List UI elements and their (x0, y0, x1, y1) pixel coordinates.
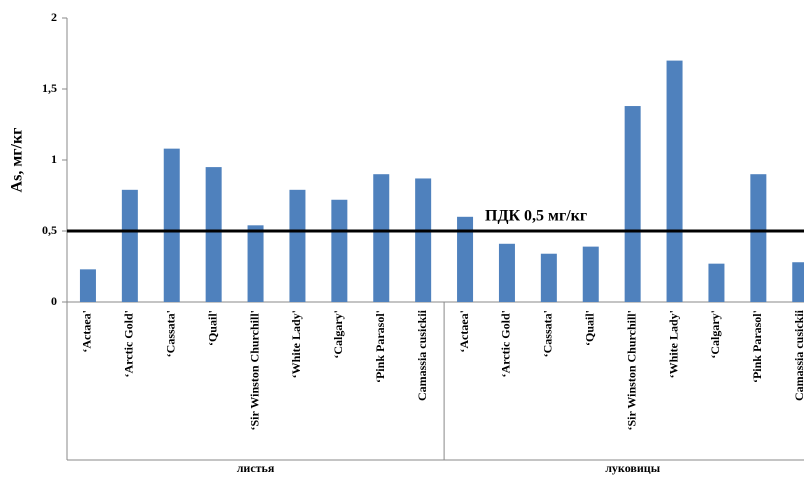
x-tick-label: ‘Sir Winston Churchill' (247, 310, 261, 431)
x-tick-label: ‘Quail' (583, 310, 597, 346)
x-tick-label: ‘Quail' (205, 310, 219, 346)
x-tick-label: ‘Sir Winston Churchill' (624, 310, 638, 431)
bar (540, 253, 557, 302)
y-tick-label: 0 (51, 294, 57, 308)
bar (708, 263, 725, 302)
bar (624, 106, 641, 302)
y-tick-label: 1,5 (42, 81, 57, 95)
y-axis-label: As, мг/кг (9, 128, 26, 193)
reference-label: ПДК 0,5 мг/кг (485, 208, 587, 225)
bar (415, 178, 432, 302)
bar (792, 262, 804, 302)
bar (373, 174, 390, 302)
x-tick-label: ‘Actaea' (457, 310, 471, 353)
x-tick-label: ‘Arctic Gold' (499, 310, 513, 377)
x-tick-label: ‘Cassata' (541, 310, 555, 357)
y-tick-label: 2 (51, 10, 57, 24)
bar (457, 216, 474, 302)
bar (666, 60, 683, 302)
group-label: листья (237, 461, 275, 475)
x-tick-label: ‘White Lady' (666, 310, 680, 378)
y-tick-label: 0,5 (42, 223, 57, 237)
bar (582, 246, 599, 302)
bar (289, 189, 306, 302)
bar (498, 243, 515, 302)
bar (79, 269, 96, 302)
group-label: луковицы (605, 461, 660, 475)
x-tick-label: ‘Pink Parasol' (373, 310, 387, 383)
y-tick-label: 1 (51, 152, 57, 166)
bar (205, 167, 222, 302)
x-tick-label: ‘Pink Parasol' (750, 310, 764, 383)
x-tick-label: ‘White Lady' (289, 310, 303, 378)
x-tick-label: ‘Calgary' (708, 310, 722, 359)
x-tick-label: ‘Arctic Gold' (122, 310, 136, 377)
x-tick-label: ‘Actaea' (80, 310, 94, 353)
x-tick-label: ‘Cassata' (164, 310, 178, 357)
bar (247, 225, 264, 302)
x-tick-label: Camassia cusickii (792, 309, 804, 401)
bar (750, 174, 767, 302)
bar (331, 199, 348, 302)
x-tick-label: ‘Calgary' (331, 310, 345, 359)
bar (163, 148, 180, 302)
x-tick-label: Camassia cusickii (415, 309, 429, 401)
bar (121, 189, 138, 302)
